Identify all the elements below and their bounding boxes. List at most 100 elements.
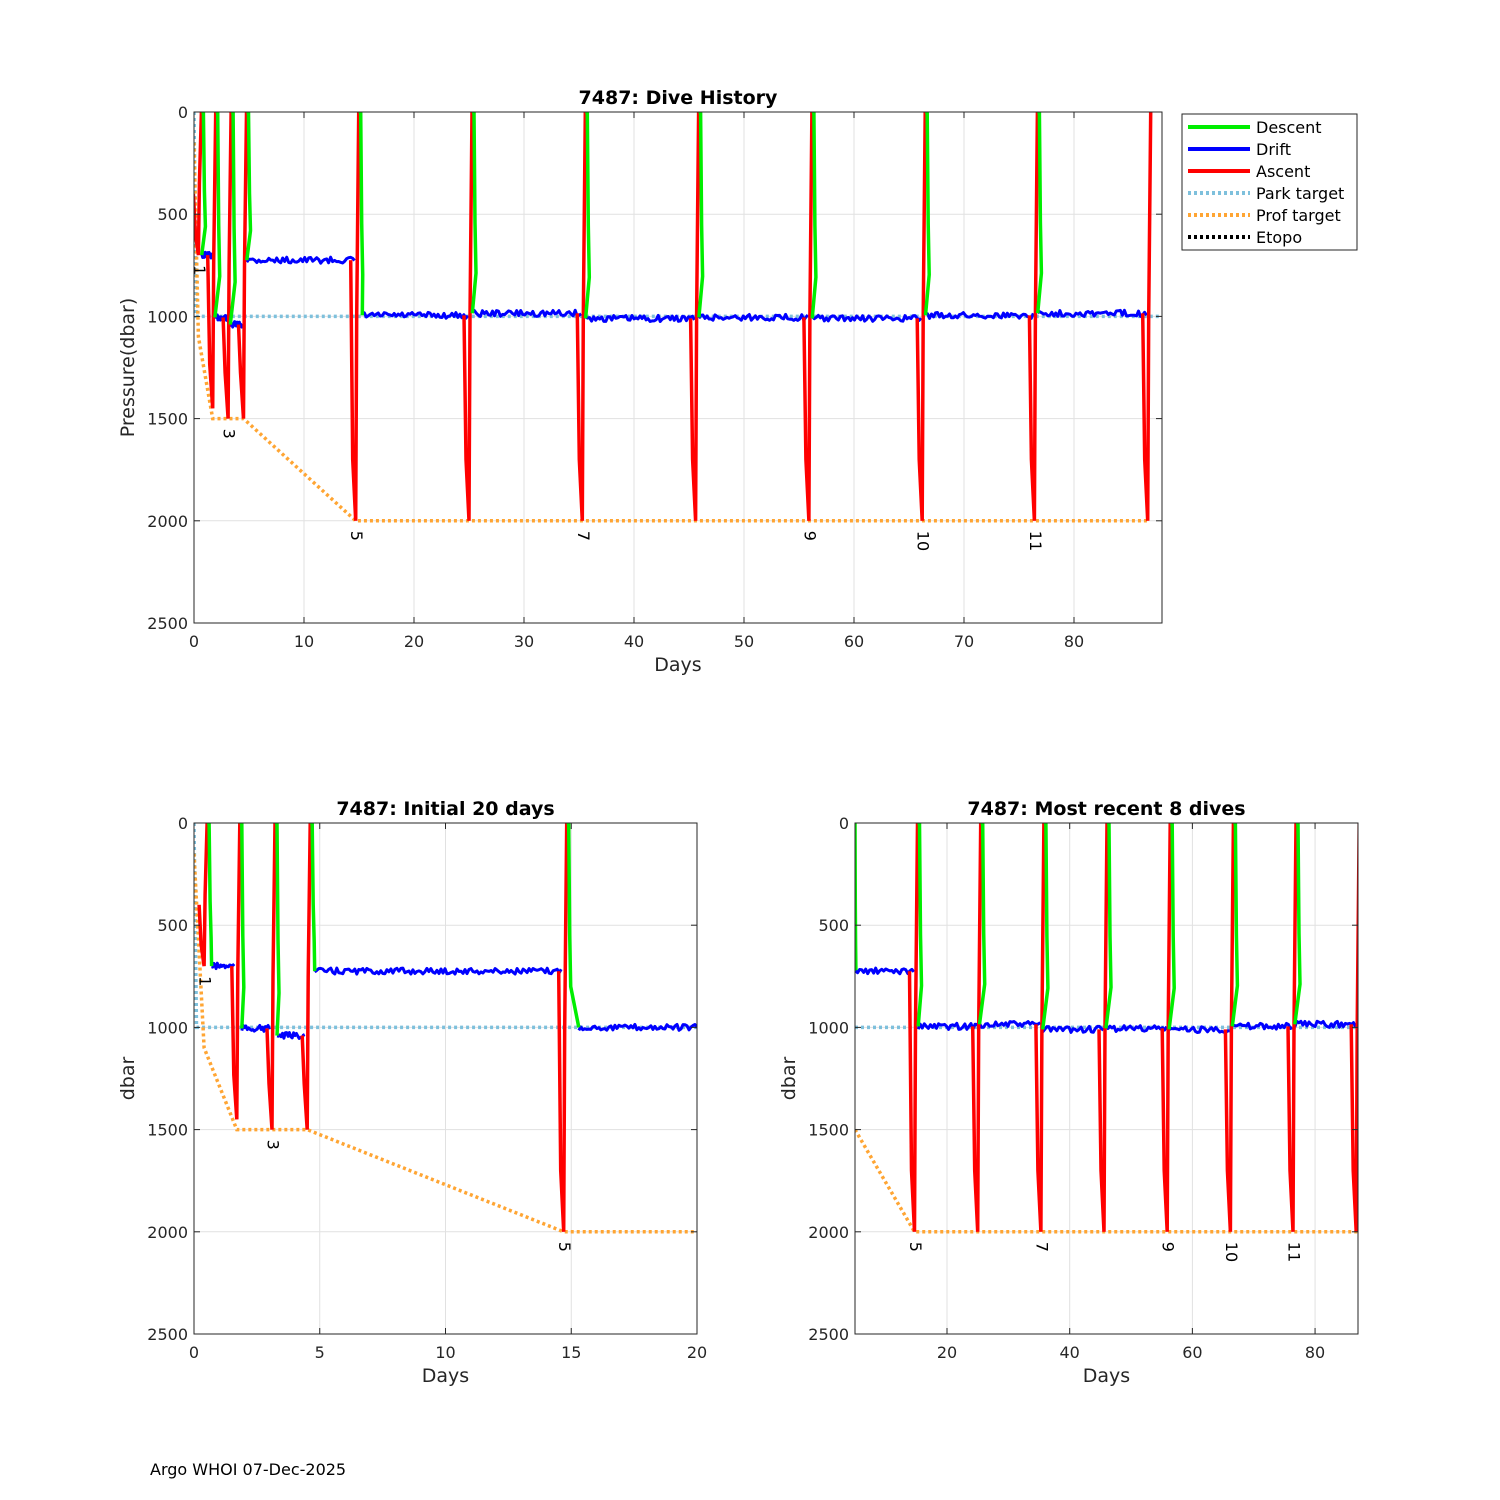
ascent-line <box>1286 823 1298 1232</box>
y-tick-label: 1000 <box>808 1018 849 1037</box>
drift-line <box>276 1031 306 1040</box>
dive-number-label: 7 <box>574 531 593 541</box>
drift-line <box>916 1021 978 1031</box>
x-tick-label: 20 <box>404 632 424 651</box>
chart-title: 7487: Most recent 8 dives <box>967 798 1245 820</box>
ascent-line <box>205 112 218 409</box>
dive-number-label: 1 <box>190 265 209 275</box>
dive-number-label: 5 <box>555 1242 574 1252</box>
legend-label: Descent <box>1256 118 1322 137</box>
descent-line <box>1167 823 1176 1030</box>
axes-frame <box>193 111 1163 624</box>
descent-line <box>566 823 581 1028</box>
drift-line <box>855 966 916 976</box>
x-tick-label: 10 <box>435 1343 455 1362</box>
drift-line <box>211 961 236 971</box>
y-tick-label: 500 <box>818 916 849 935</box>
drift-line <box>228 320 244 329</box>
ascent-line <box>300 823 312 1130</box>
ascent-line <box>1223 823 1236 1232</box>
y-tick-label: 1000 <box>147 1018 188 1037</box>
dive-number-label: 5 <box>906 1242 925 1252</box>
y-tick-label: 0 <box>839 814 849 833</box>
descent-line <box>1104 823 1113 1029</box>
dive-number-label: 3 <box>263 1140 282 1150</box>
ascent-line <box>915 112 927 521</box>
y-axis-label: dbar <box>778 1057 800 1101</box>
drift-line <box>1104 1024 1168 1033</box>
x-tick-label: 15 <box>561 1343 581 1362</box>
ascent-line <box>556 823 569 1232</box>
dive-number-label: 9 <box>1159 1242 1178 1252</box>
descent-line <box>207 823 214 967</box>
descent-line <box>275 823 281 1036</box>
legend-box <box>1181 113 1358 251</box>
ascent-line <box>197 823 209 967</box>
chart-panel-2: 1 3 5 0 5 10 15 20 0 500 1000 1500 2000 2500 7487: Ini… <box>117 798 707 1387</box>
drift-line <box>1041 1024 1105 1034</box>
descent-line <box>199 112 208 256</box>
chart-panel-1: 1 3 5 7 9 10 11 0 10 20 30 40 50 60 70 80 0 500 1000 1500 20… <box>117 87 1163 676</box>
y-tick-label: 0 <box>178 814 188 833</box>
footer-credit: Argo WHOI 07-Dec-2025 <box>150 1460 347 1479</box>
plot-area <box>194 112 1162 623</box>
drift-line <box>1293 1019 1357 1029</box>
y-axis-label: dbar <box>117 1057 139 1101</box>
drift-line <box>1036 308 1148 318</box>
drift-line <box>245 255 356 265</box>
dive-number-label: 1 <box>196 976 215 986</box>
drift-line <box>577 1022 697 1032</box>
ascent-line <box>265 823 277 1130</box>
descent-line <box>916 823 924 1027</box>
x-tick-label: 60 <box>1182 1343 1202 1362</box>
drift-line <box>978 1020 1042 1029</box>
descent-line <box>213 112 222 318</box>
y-tick-label: 2500 <box>147 614 188 633</box>
x-tick-label: 70 <box>954 632 974 651</box>
dive-number-label: 7 <box>1032 1242 1051 1252</box>
x-tick-label: 0 <box>189 1343 199 1362</box>
descent-line <box>923 112 931 316</box>
chart-title: 7487: Dive History <box>579 87 778 109</box>
descent-line <box>470 112 478 314</box>
drift-line <box>471 308 583 318</box>
dive-number-label: 9 <box>800 531 819 541</box>
chart-legend: Descent Drift Ascent Park target Prof target… <box>1181 113 1358 251</box>
y-axis-label: Pressure(dbar) <box>117 298 139 438</box>
drift-line <box>1168 1025 1230 1034</box>
y-tick-label: 1500 <box>808 1121 849 1140</box>
descent-line <box>1035 112 1044 314</box>
dive-number-label: 11 <box>1026 531 1045 551</box>
y-tick-label: 1000 <box>147 307 188 326</box>
descent-line <box>239 823 246 1029</box>
drift-line <box>240 1023 271 1033</box>
x-tick-label: 5 <box>315 1343 325 1362</box>
x-tick-label: 20 <box>937 1343 957 1362</box>
dive-number-label: 5 <box>347 531 366 541</box>
ascent-line <box>221 112 233 419</box>
x-tick-label: 80 <box>1064 632 1084 651</box>
ascent-line <box>802 112 814 521</box>
ascent-line <box>1027 112 1040 521</box>
plot-series <box>194 112 1162 523</box>
ascent-line <box>1097 823 1109 1232</box>
dive-number-label: 11 <box>1284 1242 1303 1262</box>
legend-label: Drift <box>1256 140 1291 159</box>
descent-line <box>358 112 365 316</box>
y-tick-label: 2500 <box>147 1325 188 1344</box>
descent-line <box>697 112 705 318</box>
x-tick-label: 50 <box>734 632 754 651</box>
y-tick-label: 1500 <box>147 1121 188 1140</box>
y-tick-label: 2000 <box>147 1223 188 1242</box>
drift-line <box>925 311 1035 320</box>
x-tick-label: 20 <box>687 1343 707 1362</box>
x-tick-label: 40 <box>624 632 644 651</box>
y-tick-label: 500 <box>157 205 188 224</box>
descent-line <box>810 112 818 319</box>
ascent-line <box>194 112 204 256</box>
ascent-line <box>348 112 361 521</box>
x-axis-label: Days <box>422 1365 469 1387</box>
axes-frame <box>854 822 1359 1335</box>
x-tick-label: 80 <box>1305 1343 1325 1362</box>
ascent-line <box>230 823 242 1120</box>
